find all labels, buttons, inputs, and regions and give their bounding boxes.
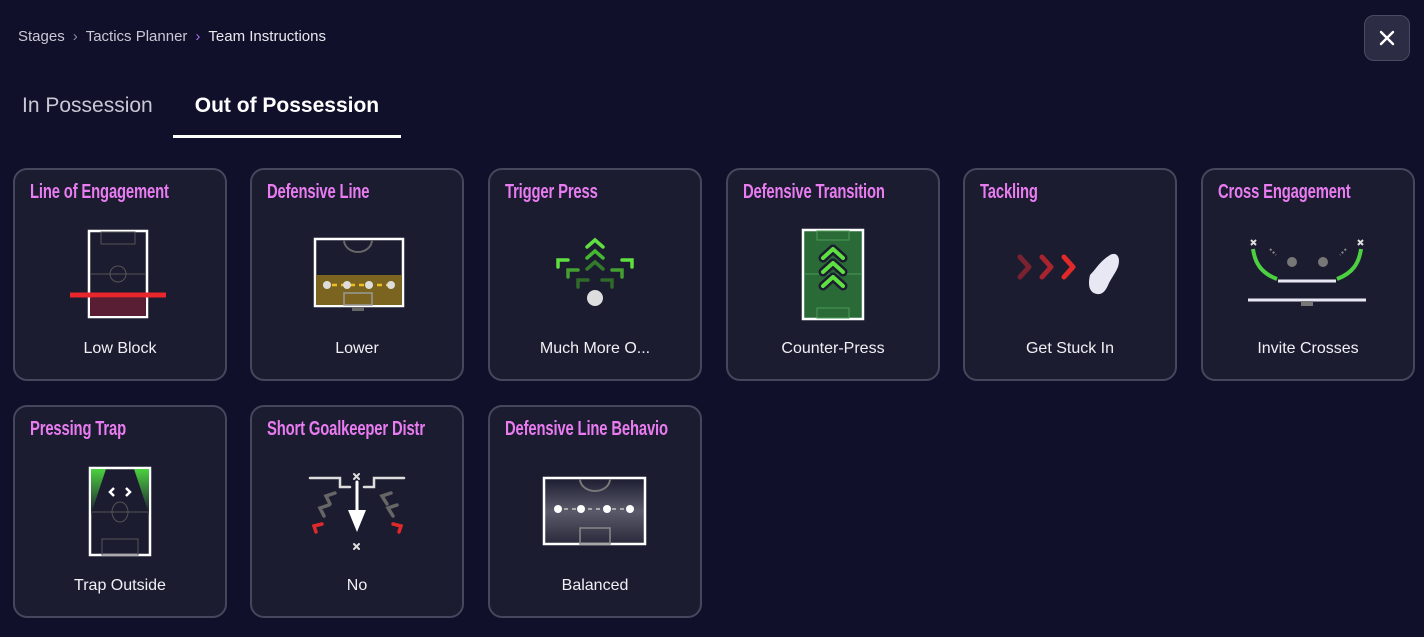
tab-in-possession[interactable]: In Possession xyxy=(22,94,153,117)
card-title: Defensive Line xyxy=(267,181,370,203)
defensive-line-lower-icon xyxy=(252,220,462,330)
cross-engagement-icon xyxy=(1203,220,1413,330)
card-title: Pressing Trap xyxy=(30,418,126,440)
card-value: Much More O... xyxy=(539,340,651,357)
close-icon xyxy=(1379,30,1395,46)
pitch-low-block-icon xyxy=(15,220,225,330)
chevron-right-icon: › xyxy=(195,28,201,45)
card-trigger-press[interactable]: Trigger Press Much More O... xyxy=(488,168,702,381)
tab-out-of-possession[interactable]: Out of Possession xyxy=(172,90,402,138)
card-title: Line of Engagement xyxy=(30,181,169,203)
card-short-goalkeeper-distribution[interactable]: Short Goalkeeper Distr No xyxy=(250,405,464,618)
breadcrumb: Stages › Tactics Planner › Team Instruct… xyxy=(18,28,326,45)
card-value: Counter-Press xyxy=(781,340,885,357)
card-title: Short Goalkeeper Distr xyxy=(267,418,425,440)
defensive-line-balanced-icon xyxy=(490,457,700,567)
card-value: No xyxy=(346,577,368,594)
boot-tackle-icon xyxy=(965,220,1175,330)
card-value: Lower xyxy=(335,340,379,357)
card-title: Defensive Transition xyxy=(743,181,885,203)
pressing-trap-pitch-icon xyxy=(15,457,225,567)
card-line-of-engagement[interactable]: Line of Engagement Low Block xyxy=(13,168,227,381)
card-pressing-trap[interactable]: Pressing Trap Trap Outside xyxy=(13,405,227,618)
card-value: Get Stuck In xyxy=(1025,340,1115,357)
card-defensive-line[interactable]: Defensive Line Lower xyxy=(250,168,464,381)
close-button[interactable] xyxy=(1364,15,1410,61)
card-title: Tackling xyxy=(980,181,1038,203)
breadcrumb-stages[interactable]: Stages xyxy=(18,28,65,45)
card-value: Trap Outside xyxy=(74,577,166,594)
card-title: Defensive Line Behavio xyxy=(505,418,668,440)
counter-press-pitch-icon xyxy=(728,220,938,330)
card-title: Cross Engagement xyxy=(1218,181,1351,203)
card-value: Invite Crosses xyxy=(1257,340,1359,357)
chevron-right-icon: › xyxy=(72,28,78,45)
card-defensive-line-behaviour[interactable]: Defensive Line Behavio Balanced xyxy=(488,405,702,618)
breadcrumb-team-instructions: Team Instructions xyxy=(208,28,326,45)
card-defensive-transition[interactable]: Defensive Transition Counter-Press xyxy=(726,168,940,381)
tab-bar: In Possession Out of Possession xyxy=(0,90,402,138)
press-arrows-icon xyxy=(490,220,700,330)
goalkeeper-distribution-icon xyxy=(252,457,462,567)
breadcrumb-tactics-planner[interactable]: Tactics Planner xyxy=(85,28,188,45)
card-cross-engagement[interactable]: Cross Engagement Invite Crosses xyxy=(1201,168,1415,381)
card-value: Balanced xyxy=(561,577,629,594)
card-tackling[interactable]: Tackling Get Stuck In xyxy=(963,168,1177,381)
card-value: Low Block xyxy=(83,340,157,357)
card-title: Trigger Press xyxy=(505,181,598,203)
